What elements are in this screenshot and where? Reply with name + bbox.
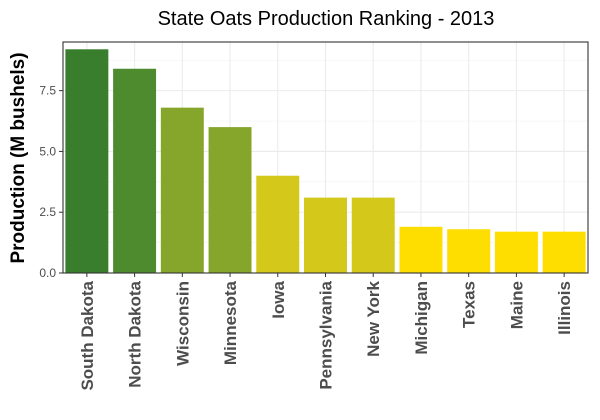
x-tick-label: Iowa	[269, 280, 288, 318]
y-tick-label: 7.5	[39, 84, 56, 98]
x-tick-label: Texas	[460, 281, 479, 328]
x-tick-label: Maine	[507, 281, 526, 329]
bar	[160, 107, 204, 273]
y-tick-label: 5.0	[39, 144, 56, 158]
chart-title: State Oats Production Ranking - 2013	[158, 8, 495, 30]
y-axis-label: Production (M bushels)	[8, 52, 29, 263]
bar	[494, 231, 538, 273]
bar	[542, 231, 586, 273]
x-tick-label: Wisconsin	[173, 281, 192, 366]
bar	[113, 68, 157, 273]
bar	[447, 229, 491, 273]
x-tick-label: North Dakota	[126, 280, 145, 387]
bar	[351, 197, 395, 273]
y-tick-label: 2.5	[39, 205, 56, 219]
x-tick-label: New York	[364, 280, 383, 356]
x-tick-label: Illinois	[555, 281, 574, 335]
plot-panel: 0.0 2.5 5.0 7.5 South Dakota North Dakota Wisc…	[39, 41, 589, 391]
bar	[208, 127, 252, 274]
bar	[65, 49, 109, 273]
y-tick-label: 0.0	[39, 266, 56, 280]
bar	[256, 175, 300, 273]
x-tick-label: Minnesota	[221, 280, 240, 365]
bar	[399, 226, 443, 273]
x-tick-label: Pennsylvania	[317, 280, 336, 389]
bar	[304, 197, 347, 273]
x-tick-label: South Dakota	[78, 280, 97, 390]
x-tick-label: Michigan	[412, 281, 431, 355]
